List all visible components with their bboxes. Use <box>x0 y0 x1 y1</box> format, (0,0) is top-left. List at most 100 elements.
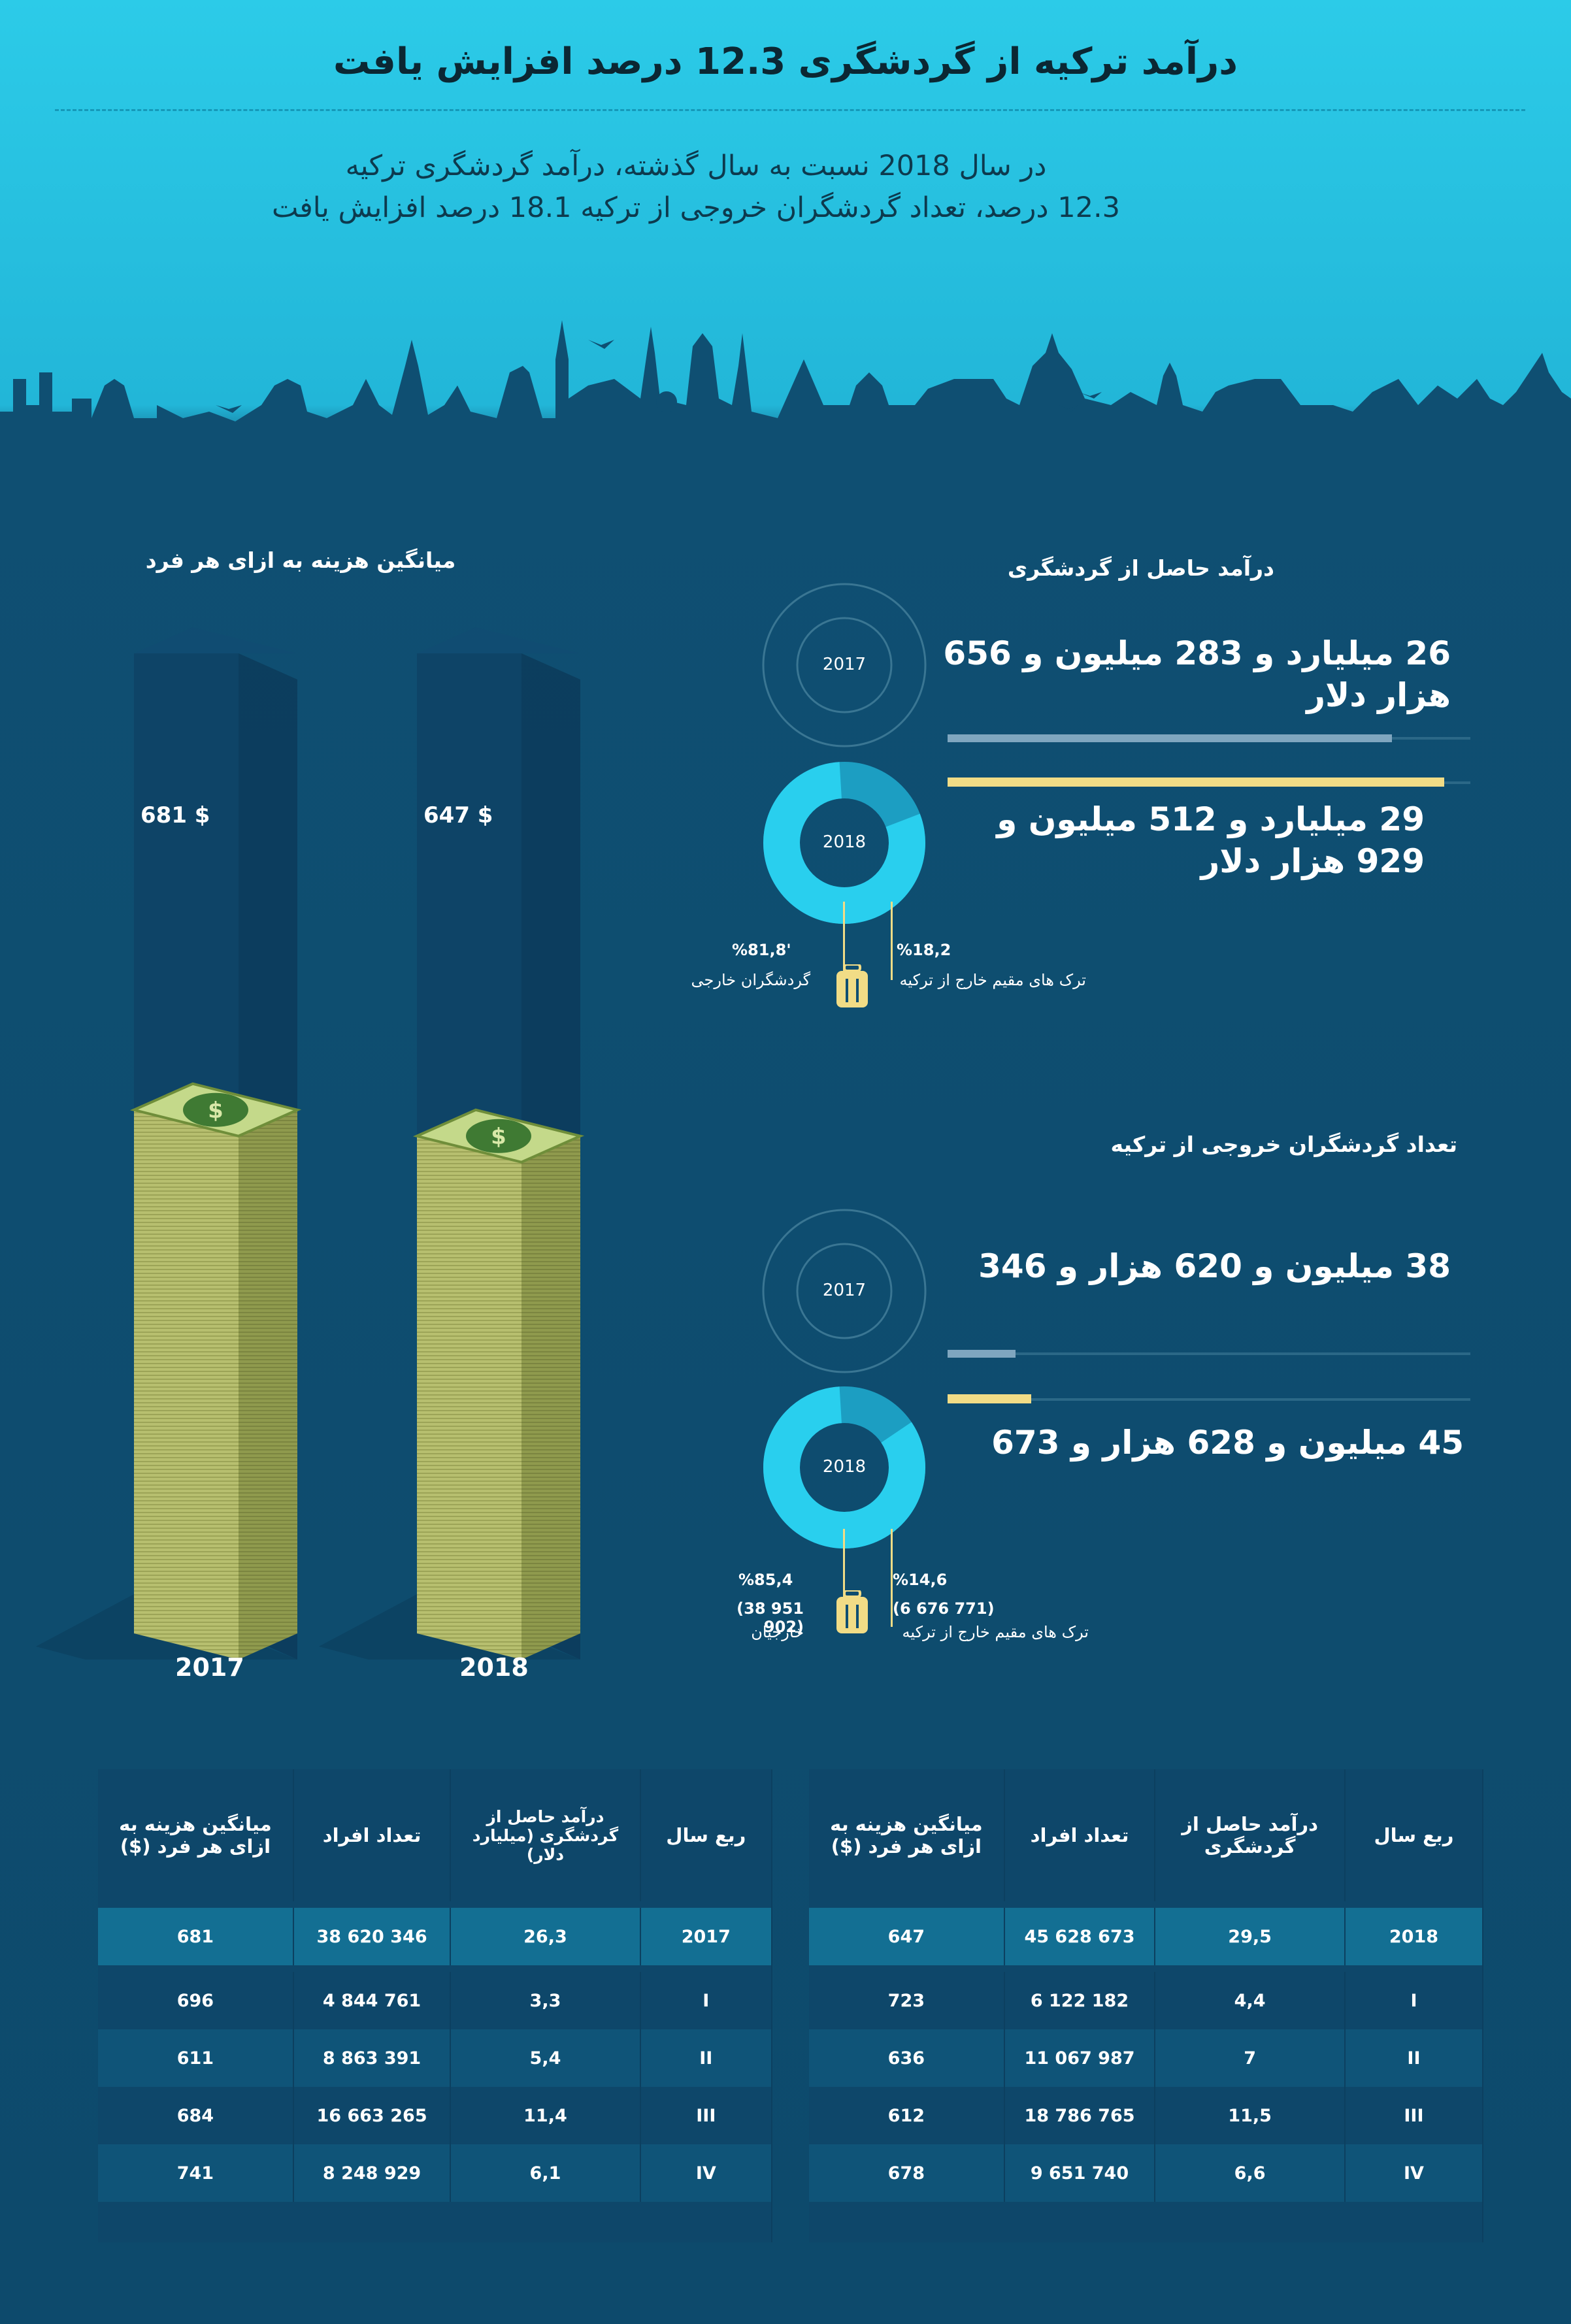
visitors-expat-pct: %14,6 <box>893 1571 948 1589</box>
table-row: 611 8 863 391 5,4 II <box>98 2029 773 2087</box>
col-header-avg-spend: میانگین هزینه به ازای هر فرد ($) <box>98 1769 294 1901</box>
revenue-section-title: درآمد حاصل از گردشگری <box>1007 555 1274 581</box>
table-cell: I <box>640 1972 773 2029</box>
revenue-2018-value: 29 میلیارد و 512 میلیون و 929 هزار دلار <box>997 800 1425 880</box>
table-cell: 38 620 346 <box>293 1908 452 1965</box>
table-row: 696 4 844 761 3,3 I <box>98 1972 773 2029</box>
revenue-2018-year: 2018 <box>822 832 867 852</box>
table-cell: IV <box>1344 2144 1484 2202</box>
revenue-foreign-pct: %81,8' <box>732 941 791 959</box>
money-stack-side <box>521 1136 580 1660</box>
table-row-total: 681 38 620 346 26,3 2017 <box>98 1908 773 1965</box>
table-cell: 4 844 761 <box>293 1972 452 2029</box>
subtitle-line-2: 12.3 درصد، تعداد گردشگران خروجی از ترکیه… <box>271 191 1120 224</box>
col-header-visitors: تعداد افراد <box>1004 1769 1156 1901</box>
table-cell: II <box>1344 2029 1484 2087</box>
table-cell: 2018 <box>1344 1908 1484 1965</box>
money-stack-side <box>239 1109 297 1660</box>
visitors-2017-bar <box>948 1350 1016 1358</box>
revenue-2017-value: 26 میلیارد و 283 میلیون و 656 هزار دلار <box>943 634 1451 714</box>
spend-towers-chart: $$ <box>36 627 585 1660</box>
table-row: 636 11 067 987 7 II <box>809 2029 1484 2087</box>
table-cell: 45 628 673 <box>1004 1908 1156 1965</box>
table-cell: II <box>640 2029 773 2087</box>
table-cell: 8 248 929 <box>293 2144 452 2202</box>
revenue-2018-bar <box>948 777 1444 787</box>
dollar-seal <box>183 1092 248 1127</box>
table-cell: 681 <box>98 1908 294 1965</box>
table-row: 678 9 651 740 6,6 IV <box>809 2144 1484 2202</box>
table-cell: 29,5 <box>1155 1908 1346 1965</box>
table-cell: 4,4 <box>1155 1972 1346 2029</box>
subtitle: در سال 2018 نسبت به سال گذشته، درآمد گرد… <box>196 145 1196 229</box>
tower-ghost-top <box>417 627 580 653</box>
table-row: 684 16 663 265 11,4 III <box>98 2087 773 2144</box>
table-row-total: 647 45 628 673 29,5 2018 <box>809 1908 1484 1965</box>
table-cell: III <box>1344 2087 1484 2144</box>
visitors-2018-bar <box>948 1394 1031 1403</box>
dollar-icon: $ <box>208 1098 223 1124</box>
spend-2018-label: 647 $ <box>423 802 493 828</box>
col-header-avg-spend: میانگین هزینه به ازای هر فرد ($) <box>809 1769 1005 1901</box>
visitors-2017-value: 38 میلیون و 620 هزار و 346 <box>978 1247 1451 1285</box>
revenue-foreign-label: گردشگران خارجی <box>691 971 810 989</box>
col-header-quarter: ربع سال <box>1344 1769 1484 1901</box>
table-row: 612 18 786 765 11,5 III <box>809 2087 1484 2144</box>
table-cell: 741 <box>98 2144 294 2202</box>
subtitle-line-1: در سال 2018 نسبت به سال گذشته، درآمد گرد… <box>345 150 1047 182</box>
visitors-foreign-count: (38 951 902) <box>736 1599 804 1636</box>
table-row: 723 6 122 182 4,4 I <box>809 1972 1484 2029</box>
page-title: درآمد ترکیه از گردشگری 12.3 درصد افزایش … <box>333 41 1238 83</box>
table-cell: 612 <box>809 2087 1005 2144</box>
dollar-seal <box>466 1119 531 1153</box>
table-cell: III <box>640 2087 773 2144</box>
table-row: 741 8 248 929 6,1 IV <box>98 2144 773 2202</box>
table-cell: 723 <box>809 1972 1005 2029</box>
table-cell: 611 <box>98 2029 294 2087</box>
table-cell: 636 <box>809 2029 1005 2087</box>
suitcase-icon <box>836 1590 868 1633</box>
revenue-expat-pct: %18,2 <box>897 941 951 959</box>
revenue-expat-label: ترک های مقیم خارج از ترکیه <box>899 971 1086 989</box>
table-cell: 18 786 765 <box>1004 2087 1156 2144</box>
table-cell: 9 651 740 <box>1004 2144 1156 2202</box>
table-cell: 26,3 <box>450 1908 641 1965</box>
table-cell: 16 663 265 <box>293 2087 452 2144</box>
tower-ghost-top <box>134 627 297 653</box>
col-header-quarter: ربع سال <box>640 1769 773 1901</box>
revenue-2017-year: 2017 <box>822 655 867 674</box>
visitors-2018-bar-track <box>948 1398 1470 1401</box>
table-2018: میانگین هزینه به ازای هر فرد ($) تعداد ا… <box>809 1769 1484 2242</box>
money-stack-front <box>134 1109 239 1660</box>
col-header-revenue: درآمد حاصل از گردشگری (میلیارد دلار) <box>450 1769 641 1901</box>
title-divider <box>55 109 1525 111</box>
table-cell: 11 067 987 <box>1004 2029 1156 2087</box>
visitors-2018-year: 2018 <box>822 1457 867 1477</box>
visitors-foreign-pct: %85,4 <box>738 1571 793 1589</box>
revenue-2017-ring <box>762 583 927 747</box>
revenue-2017-bar <box>948 734 1392 742</box>
spend-2018-year: 2018 <box>459 1653 529 1682</box>
table-cell: 2017 <box>640 1908 773 1965</box>
table-cell: 8 863 391 <box>293 2029 452 2087</box>
visitors-split-connector <box>843 1529 893 1627</box>
table-cell: 6 122 182 <box>1004 1972 1156 2029</box>
visitors-2017-year: 2017 <box>822 1281 867 1300</box>
revenue-split-connector <box>843 902 893 980</box>
turkey-skyline-illustration <box>0 320 1571 483</box>
spend-2017-year: 2017 <box>175 1653 244 1682</box>
visitors-2018-value: 45 میلیون و 628 هزار و 673 <box>991 1424 1464 1462</box>
table-cell: 5,4 <box>450 2029 641 2087</box>
table-cell: 11,5 <box>1155 2087 1346 2144</box>
visitors-expat-label: ترک های مقیم خارج از ترکیه <box>902 1623 1089 1641</box>
table-cell: 6,6 <box>1155 2144 1346 2202</box>
col-header-revenue: درآمد حاصل از گردشگری <box>1155 1769 1346 1901</box>
table-cell: I <box>1344 1972 1484 2029</box>
col-header-visitors: تعداد افراد <box>293 1769 452 1901</box>
table-cell: IV <box>640 2144 773 2202</box>
visitors-2017-bar-track <box>948 1352 1470 1355</box>
table-cell: 684 <box>98 2087 294 2144</box>
table-2017: میانگین هزینه به ازای هر فرد ($) تعداد ا… <box>98 1769 773 2242</box>
spend-section-title: میانگین هزینه به ازای هر فرد <box>145 548 456 573</box>
